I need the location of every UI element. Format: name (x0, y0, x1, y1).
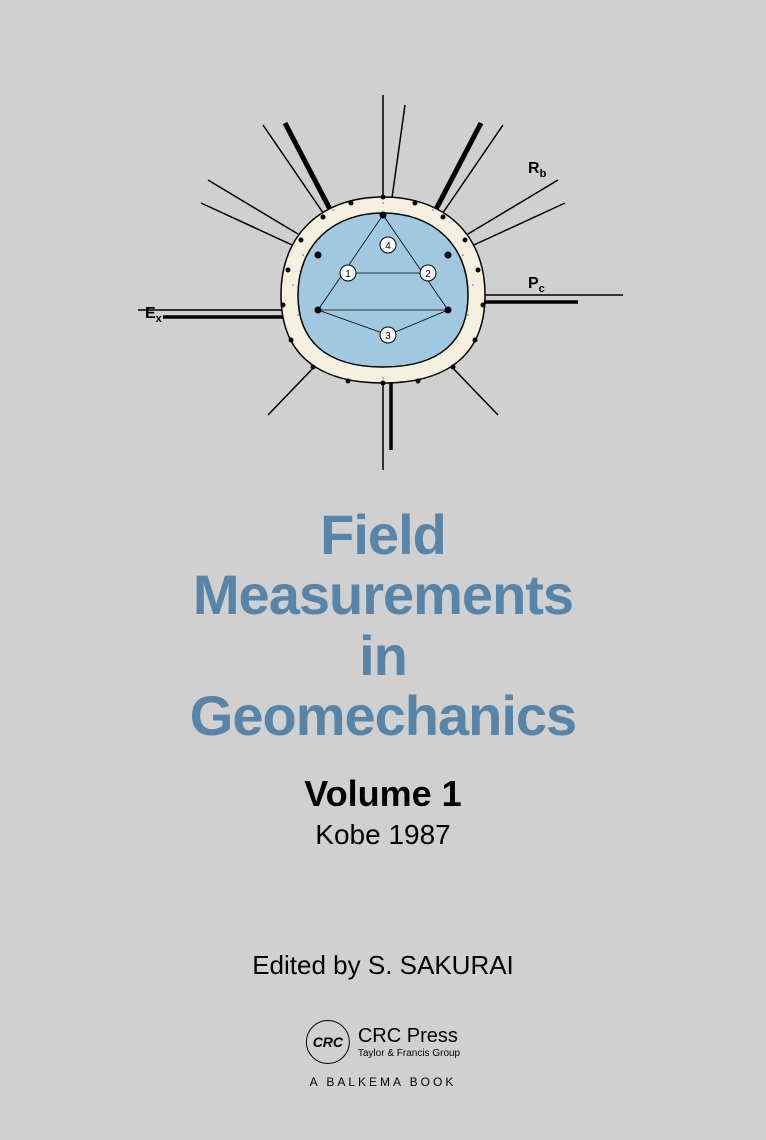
title-line-1: Field (0, 505, 766, 565)
publisher-subtitle: Taylor & Francis Group (358, 1048, 460, 1059)
publisher-block: CRC CRC Press Taylor & Francis Group (306, 1020, 460, 1064)
editor-credit: Edited by S. SAKURAI (0, 950, 766, 981)
label-ex: Ex (145, 305, 162, 325)
publisher-name: CRC Press (358, 1025, 460, 1048)
main-title: Field Measurements in Geomechanics (0, 505, 766, 747)
svg-text:4: 4 (385, 241, 391, 252)
publisher-text: CRC Press Taylor & Francis Group (358, 1025, 460, 1059)
svg-text:3: 3 (385, 331, 391, 342)
svg-text:2: 2 (425, 269, 431, 280)
title-line-3: in (0, 626, 766, 686)
tunnel-cavity (298, 213, 468, 367)
volume-label: Volume 1 (0, 773, 766, 815)
tunnel-cross-section-diagram: 1 2 3 4 Ex Rb Pc (133, 95, 633, 475)
crc-logo-icon: CRC (306, 1020, 350, 1064)
diagram-svg: 1 2 3 4 (133, 95, 633, 475)
title-line-4: Geomechanics (0, 686, 766, 746)
imprint-line: A BALKEMA BOOK (0, 1075, 766, 1089)
location-year: Kobe 1987 (0, 819, 766, 851)
svg-text:1: 1 (345, 269, 351, 280)
label-pc: Pc (528, 275, 545, 295)
label-rb: Rb (528, 160, 546, 180)
title-line-2: Measurements (0, 565, 766, 625)
title-block: Field Measurements in Geomechanics Volum… (0, 505, 766, 851)
